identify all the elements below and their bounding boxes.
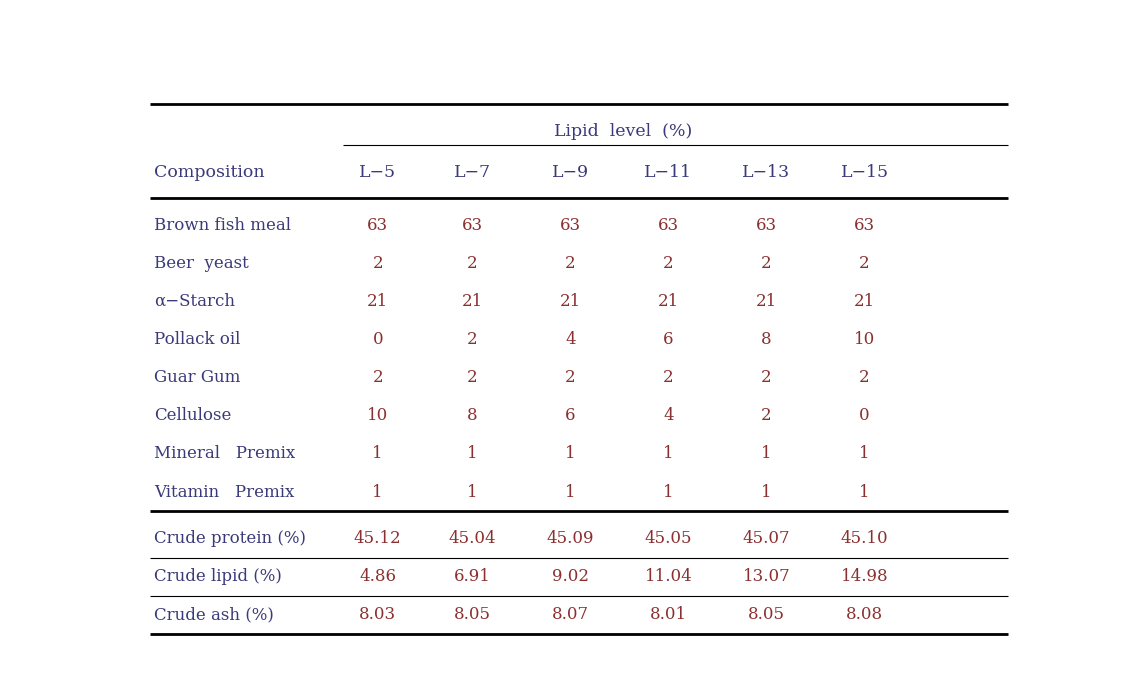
Text: 2: 2	[762, 369, 772, 386]
Text: 8: 8	[762, 331, 772, 348]
Text: Crude ash (%): Crude ash (%)	[155, 606, 275, 623]
Text: L−7: L−7	[454, 164, 490, 181]
Text: 0: 0	[373, 331, 383, 348]
Text: 14.98: 14.98	[841, 568, 888, 585]
Text: Crude protein (%): Crude protein (%)	[155, 530, 306, 547]
Text: 1: 1	[373, 445, 383, 462]
Text: 8.05: 8.05	[748, 606, 785, 623]
Text: 63: 63	[756, 217, 777, 233]
Text: 21: 21	[462, 293, 483, 310]
Text: 63: 63	[559, 217, 581, 233]
Text: 2: 2	[467, 369, 478, 386]
Text: 4: 4	[565, 331, 575, 348]
Text: 2: 2	[859, 255, 870, 272]
Text: 1: 1	[565, 484, 575, 501]
Text: 1: 1	[373, 484, 383, 501]
Text: 21: 21	[756, 293, 777, 310]
Text: 1: 1	[467, 445, 478, 462]
Text: 2: 2	[663, 369, 673, 386]
Text: 1: 1	[859, 445, 870, 462]
Text: L−5: L−5	[359, 164, 397, 181]
Text: 8: 8	[467, 407, 478, 424]
Text: L−15: L−15	[841, 164, 888, 181]
Text: 13.07: 13.07	[742, 568, 790, 585]
Text: 21: 21	[559, 293, 581, 310]
Text: L−13: L−13	[742, 164, 791, 181]
Text: 1: 1	[762, 445, 772, 462]
Text: Guar Gum: Guar Gum	[155, 369, 241, 386]
Text: 2: 2	[373, 255, 383, 272]
Text: 1: 1	[663, 445, 673, 462]
Text: L−11: L−11	[644, 164, 693, 181]
Text: 1: 1	[467, 484, 478, 501]
Text: 4: 4	[663, 407, 673, 424]
Text: 9.02: 9.02	[551, 568, 589, 585]
Text: Composition: Composition	[155, 164, 266, 181]
Text: 8.08: 8.08	[846, 606, 884, 623]
Text: 8.03: 8.03	[359, 606, 397, 623]
Text: Brown fish meal: Brown fish meal	[155, 217, 292, 233]
Text: 10: 10	[367, 407, 389, 424]
Text: 10: 10	[854, 331, 876, 348]
Text: Vitamin   Premix: Vitamin Premix	[155, 484, 295, 501]
Text: 2: 2	[663, 255, 673, 272]
Text: L−9: L−9	[551, 164, 589, 181]
Text: 2: 2	[467, 255, 478, 272]
Text: 21: 21	[658, 293, 679, 310]
Text: 1: 1	[859, 484, 870, 501]
Text: 2: 2	[762, 255, 772, 272]
Text: 1: 1	[565, 445, 575, 462]
Text: Beer  yeast: Beer yeast	[155, 255, 249, 272]
Text: 2: 2	[467, 331, 478, 348]
Text: 63: 63	[658, 217, 679, 233]
Text: 45.05: 45.05	[645, 530, 693, 547]
Text: 6: 6	[565, 407, 575, 424]
Text: 11.04: 11.04	[644, 568, 693, 585]
Text: 45.07: 45.07	[742, 530, 790, 547]
Text: 1: 1	[762, 484, 772, 501]
Text: 4.86: 4.86	[359, 568, 397, 585]
Text: 45.12: 45.12	[354, 530, 401, 547]
Text: 0: 0	[859, 407, 870, 424]
Text: 8.01: 8.01	[650, 606, 687, 623]
Text: 2: 2	[762, 407, 772, 424]
Text: Mineral   Premix: Mineral Premix	[155, 445, 296, 462]
Text: 6.91: 6.91	[454, 568, 490, 585]
Text: 63: 63	[462, 217, 483, 233]
Text: 45.04: 45.04	[449, 530, 496, 547]
Text: 63: 63	[367, 217, 389, 233]
Text: 45.10: 45.10	[841, 530, 888, 547]
Text: 1: 1	[663, 484, 673, 501]
Text: α−Starch: α−Starch	[155, 293, 235, 310]
Text: 2: 2	[373, 369, 383, 386]
Text: 6: 6	[663, 331, 673, 348]
Text: 2: 2	[859, 369, 870, 386]
Text: Crude lipid (%): Crude lipid (%)	[155, 568, 282, 585]
Text: Pollack oil: Pollack oil	[155, 331, 241, 348]
Text: 2: 2	[565, 369, 575, 386]
Text: 8.07: 8.07	[551, 606, 589, 623]
Text: Cellulose: Cellulose	[155, 407, 232, 424]
Text: Lipid  level  (%): Lipid level (%)	[554, 122, 692, 140]
Text: 45.09: 45.09	[547, 530, 594, 547]
Text: 2: 2	[565, 255, 575, 272]
Text: 21: 21	[854, 293, 876, 310]
Text: 63: 63	[854, 217, 875, 233]
Text: 8.05: 8.05	[454, 606, 490, 623]
Text: 21: 21	[367, 293, 389, 310]
